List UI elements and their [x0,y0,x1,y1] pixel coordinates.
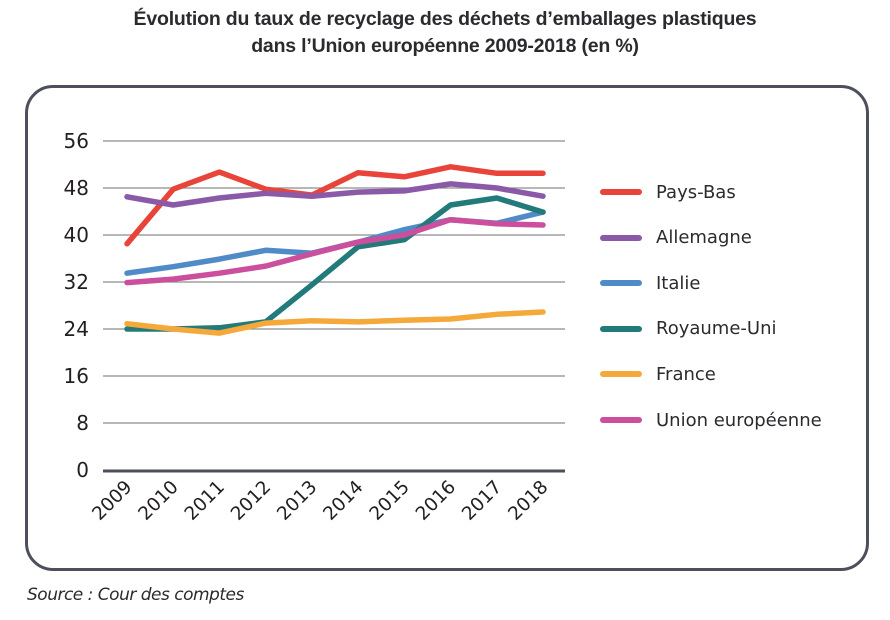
legend-item: Royaume-Uni [600,315,777,343]
legend-item: Union européenne [600,406,822,434]
y-tick-label: 16 [64,364,89,388]
legend-label: Union européenne [656,409,822,431]
chart-title-line-1: Évolution du taux de recyclage des déche… [133,8,757,30]
legend-swatch [600,325,642,332]
x-tick-label: 2014 [319,477,367,525]
y-tick-label: 8 [76,411,89,435]
series-line-union-europeenne [124,216,546,286]
x-tick-label: 2017 [458,477,506,525]
legend-label: Royaume-Uni [656,318,777,340]
y-tick-label: 24 [64,317,89,341]
y-axis-tick-labels: 0 8 16 24 32 40 48 56 [64,129,89,482]
x-tick-label: 2011 [181,477,229,525]
legend-label: Pays-Bas [656,181,736,203]
x-tick-label: 2012 [227,477,275,525]
y-tick-label: 40 [64,223,89,247]
x-tick-label: 2015 [366,477,414,525]
y-tick-label: 48 [64,176,89,200]
source-note: Source : Cour des comptes [27,585,244,605]
chart-frame [25,85,869,571]
y-tick-label: 56 [64,129,89,153]
legend-swatch [600,371,642,378]
x-tick-label: 2010 [135,477,183,525]
legend-item: Italie [600,269,700,297]
legend-label: Allemagne [656,227,752,249]
legend-label: Italie [656,272,701,294]
chart-title: Évolution du taux de recyclage des déche… [0,6,890,60]
series-line-pays-bas [124,164,546,247]
legend-swatch [600,280,642,287]
x-tick-label: 2013 [273,477,321,525]
legend-label: France [656,363,716,385]
legend-swatch [600,234,642,241]
y-tick-label: 32 [64,270,89,294]
legend-item: France [600,360,716,388]
y-tick-label: 0 [76,458,89,482]
chart-title-line-2: dans l’Union européenne 2009-2018 (en %) [251,35,639,57]
x-tick-label: 2016 [412,477,460,525]
legend-swatch [600,417,642,423]
legend-item: Allemagne [600,224,752,252]
x-tick-label: 2009 [88,477,136,525]
series-line-france [124,309,546,336]
legend-item: Pays-Bas [600,178,736,206]
legend-swatch [600,189,642,195]
x-tick-label: 2018 [504,477,552,525]
series-lines [124,164,546,336]
series-line-allemagne [124,181,546,208]
